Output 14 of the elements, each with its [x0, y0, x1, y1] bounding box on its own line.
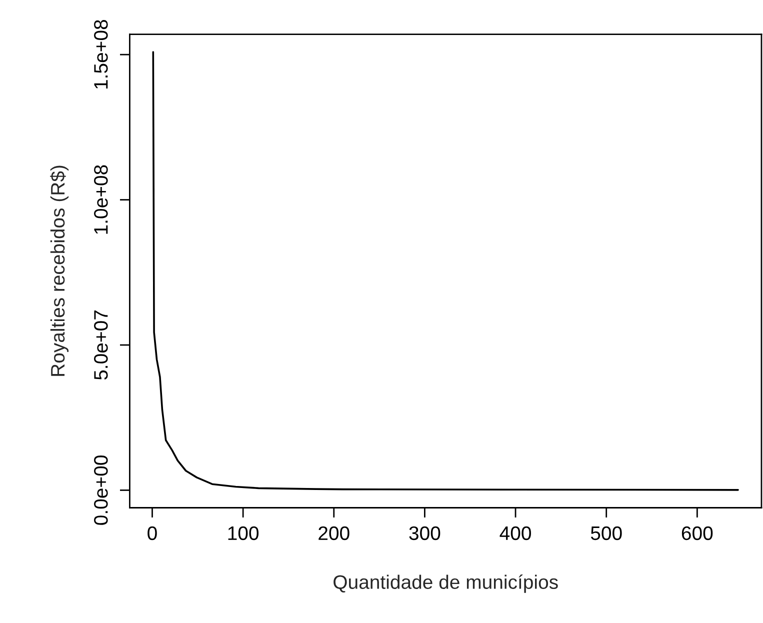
x-tick-label: 500: [590, 526, 622, 540]
x-tick-label: 300: [409, 526, 440, 540]
y-tick-label: 0.0e+00: [94, 456, 108, 525]
x-tick-label: 400: [500, 526, 531, 540]
x-tick-label: 100: [228, 526, 259, 540]
x-tick-label: 0: [148, 526, 157, 540]
x-tick-label: 200: [318, 526, 350, 540]
y-axis-title: Royalties recebidos (R$): [50, 166, 69, 376]
y-tick-label: 1.0e+08: [94, 165, 108, 234]
y-tick-label: 5.0e+07: [94, 310, 108, 380]
y-tick-label: 1.5e+08: [94, 20, 108, 89]
line-series: [152, 51, 739, 491]
x-tick-label: 600: [682, 526, 713, 540]
x-axis-title: Quantidade de municípios: [334, 574, 558, 593]
